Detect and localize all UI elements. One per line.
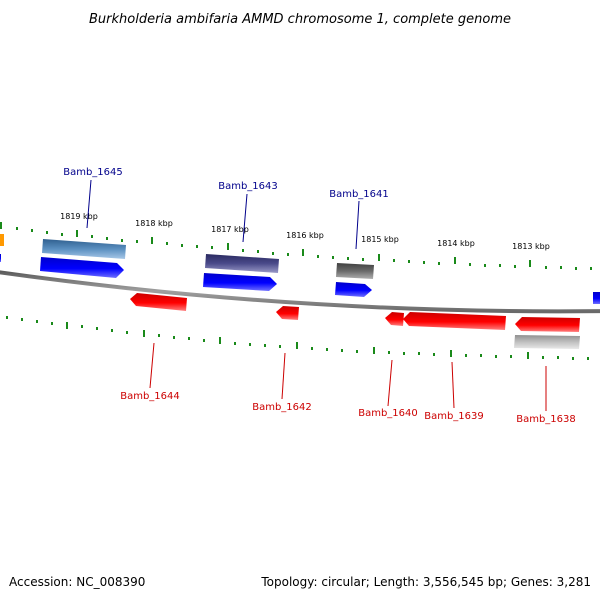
gene-label-reverse[interactable]: Bamb_1644 [120,391,180,402]
reverse-gene-arrow[interactable] [276,306,299,320]
tick-label: 1816 kbp [286,231,324,240]
map-title: Burkholderia ambifaria AMMD chromosome 1… [89,12,511,27]
reverse-gene-arrow[interactable] [515,317,580,332]
label-leader-line [242,193,248,243]
label-leader-line [387,359,393,407]
forward-gene-arrow[interactable] [335,282,372,297]
inner-tick-ring [6,316,589,360]
feature-bar[interactable] [336,263,374,279]
feature-bar[interactable] [0,234,4,246]
tick-label: 1815 kbp [361,235,399,244]
forward-gene-arrow[interactable] [0,254,1,262]
label-leader-line [86,179,92,229]
gene-label-forward[interactable]: Bamb_1645 [63,167,123,178]
tick-label: 1814 kbp [437,239,475,248]
feature-bar[interactable] [514,335,580,349]
gene-label-reverse[interactable]: Bamb_1638 [516,414,576,425]
tick-label: 1817 kbp [211,225,249,234]
feature-bar[interactable] [205,254,279,273]
label-leader-line [355,200,360,250]
tick-label: 1819 kbp [60,212,98,221]
accession-text: Accession: NC_008390 [9,575,145,589]
tick-label: 1813 kbp [512,242,550,251]
forward-gene-arrow[interactable] [40,257,124,278]
gene-label-reverse[interactable]: Bamb_1642 [252,402,312,413]
genome-summary-text: Topology: circular; Length: 3,556,545 bp… [260,575,591,589]
gene-label-reverse[interactable]: Bamb_1639 [424,411,484,422]
label-leader-line [281,352,286,400]
gene-label-reverse[interactable]: Bamb_1640 [358,408,418,419]
forward-gene-arrow[interactable] [593,292,600,304]
feature-bar[interactable] [42,239,126,259]
forward-gene-arrow[interactable] [203,273,277,291]
gene-label-forward[interactable]: Bamb_1641 [329,189,389,200]
reverse-gene-arrow[interactable] [130,293,187,311]
tick-label: 1818 kbp [135,219,173,228]
gene-label-forward[interactable]: Bamb_1643 [218,181,278,192]
outer-tick-ring [0,222,592,270]
reverse-gene-arrow[interactable] [403,312,506,330]
chromosome-backbone [0,270,600,314]
label-leader-line [149,342,155,389]
reverse-gene-arrow[interactable] [385,312,404,326]
label-leader-line [451,361,455,409]
